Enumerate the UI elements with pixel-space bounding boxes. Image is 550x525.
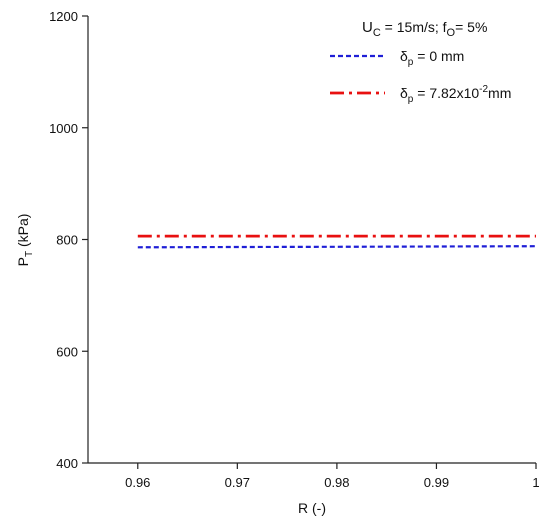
- y-axis-label-rest: (kPa): [15, 214, 31, 251]
- y-ticks: 400 600 800 1000 1200: [49, 9, 88, 471]
- y-axis-label-main: P: [15, 257, 31, 266]
- x-tick-label: 0.98: [324, 475, 349, 490]
- legend-label-1-sub: p: [408, 94, 414, 105]
- annotation-part2: = 15m/s; f: [381, 19, 447, 35]
- annotation-part1-sub: C: [373, 27, 381, 39]
- x-tick-label: 0.99: [424, 475, 449, 490]
- annotation-part2-sub: O: [447, 27, 456, 39]
- legend-label-1: δp = 7.82x10-2mm: [400, 84, 511, 105]
- legend-label-1-sup: -2: [479, 84, 488, 95]
- y-tick-label: 800: [56, 233, 78, 248]
- x-tick-label: 0.97: [225, 475, 250, 490]
- y-tick-label: 600: [56, 344, 78, 359]
- legend-label-0-sub: p: [408, 57, 414, 68]
- legend-label-0-rest: = 0 mm: [413, 48, 464, 64]
- legend: δp = 0 mm δp = 7.82x10-2mm: [330, 48, 511, 105]
- annotation-part3: = 5%: [455, 19, 487, 35]
- plot-area: 0.96 0.97 0.98 0.99 1 400 600 800 1000 1200: [49, 9, 540, 490]
- legend-label-0-main: δ: [400, 48, 408, 64]
- x-tick-label: 0.96: [125, 475, 150, 490]
- y-tick-label: 1200: [49, 9, 78, 24]
- y-tick-label: 1000: [49, 121, 78, 136]
- x-tick-label: 1: [532, 475, 539, 490]
- y-tick-label: 400: [56, 456, 78, 471]
- legend-label-1-rest: = 7.82x10: [413, 85, 479, 101]
- series-line-0: [137, 245, 537, 249]
- y-axis-label-sub: T: [24, 251, 35, 257]
- legend-label-0: δp = 0 mm: [400, 48, 464, 68]
- annotation-part1: U: [362, 19, 373, 36]
- x-axis-label: R (-): [298, 500, 326, 516]
- legend-label-1-main: δ: [400, 85, 408, 101]
- annotation: UC = 15m/s; fO= 5%: [362, 19, 487, 39]
- series-layer: [137, 234, 537, 249]
- y-axis-label: PT (kPa): [15, 214, 35, 267]
- legend-label-1-tail: mm: [488, 85, 511, 101]
- x-ticks: 0.96 0.97 0.98 0.99 1: [125, 463, 540, 490]
